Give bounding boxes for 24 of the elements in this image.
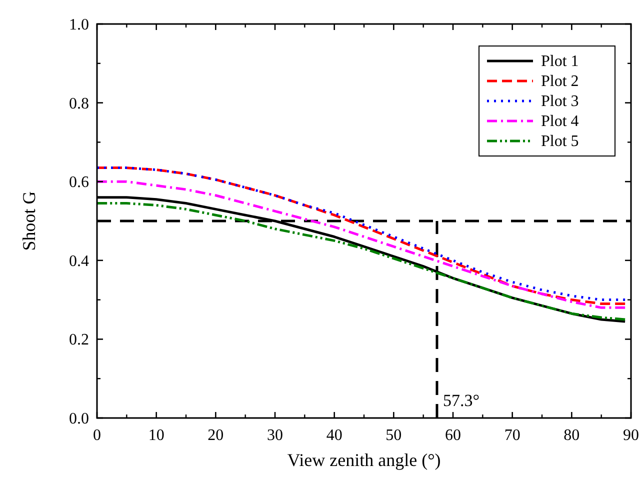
legend-label: Plot 3 <box>541 93 579 110</box>
ref-line-label: 57.3° <box>442 391 480 410</box>
legend-label: Plot 2 <box>541 73 579 90</box>
x-tick-label: 80 <box>564 427 580 444</box>
x-tick-label: 10 <box>148 427 164 444</box>
x-tick-label: 30 <box>267 427 283 444</box>
y-tick-label: 0.4 <box>69 252 89 270</box>
y-tick-label: 0.6 <box>69 174 89 192</box>
x-tick-label: 60 <box>445 427 461 444</box>
x-tick-label: 0 <box>93 427 101 444</box>
y-axis-title: Shoot G <box>19 191 39 251</box>
y-tick-label: 0.0 <box>69 410 89 428</box>
legend-label: Plot 4 <box>541 113 579 130</box>
legend-label: Plot 5 <box>541 133 579 150</box>
x-tick-label: 70 <box>504 427 520 444</box>
x-tick-label: 40 <box>326 427 342 444</box>
y-tick-label: 0.8 <box>69 95 89 112</box>
y-tick-label: 1.0 <box>69 16 89 34</box>
x-tick-label: 20 <box>208 427 224 444</box>
y-tick-label: 0.2 <box>69 332 89 349</box>
x-tick-label: 50 <box>386 427 402 444</box>
legend-label: Plot 1 <box>541 53 579 70</box>
x-axis-title: View zenith angle (°) <box>287 450 441 470</box>
x-tick-label: 90 <box>623 427 639 444</box>
